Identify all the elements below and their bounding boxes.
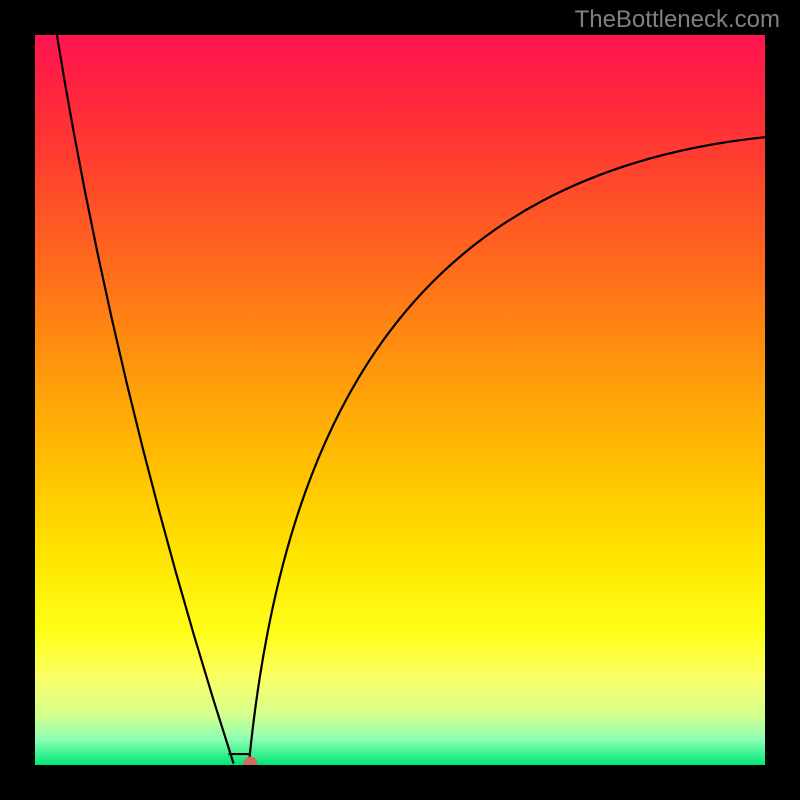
plot-svg (35, 35, 765, 765)
frame-border-left (0, 0, 35, 800)
frame-border-right (765, 0, 800, 800)
gradient-background (35, 35, 765, 765)
frame-border-bottom (0, 765, 800, 800)
watermark-text: TheBottleneck.com (575, 6, 780, 34)
plot-area (35, 35, 765, 765)
